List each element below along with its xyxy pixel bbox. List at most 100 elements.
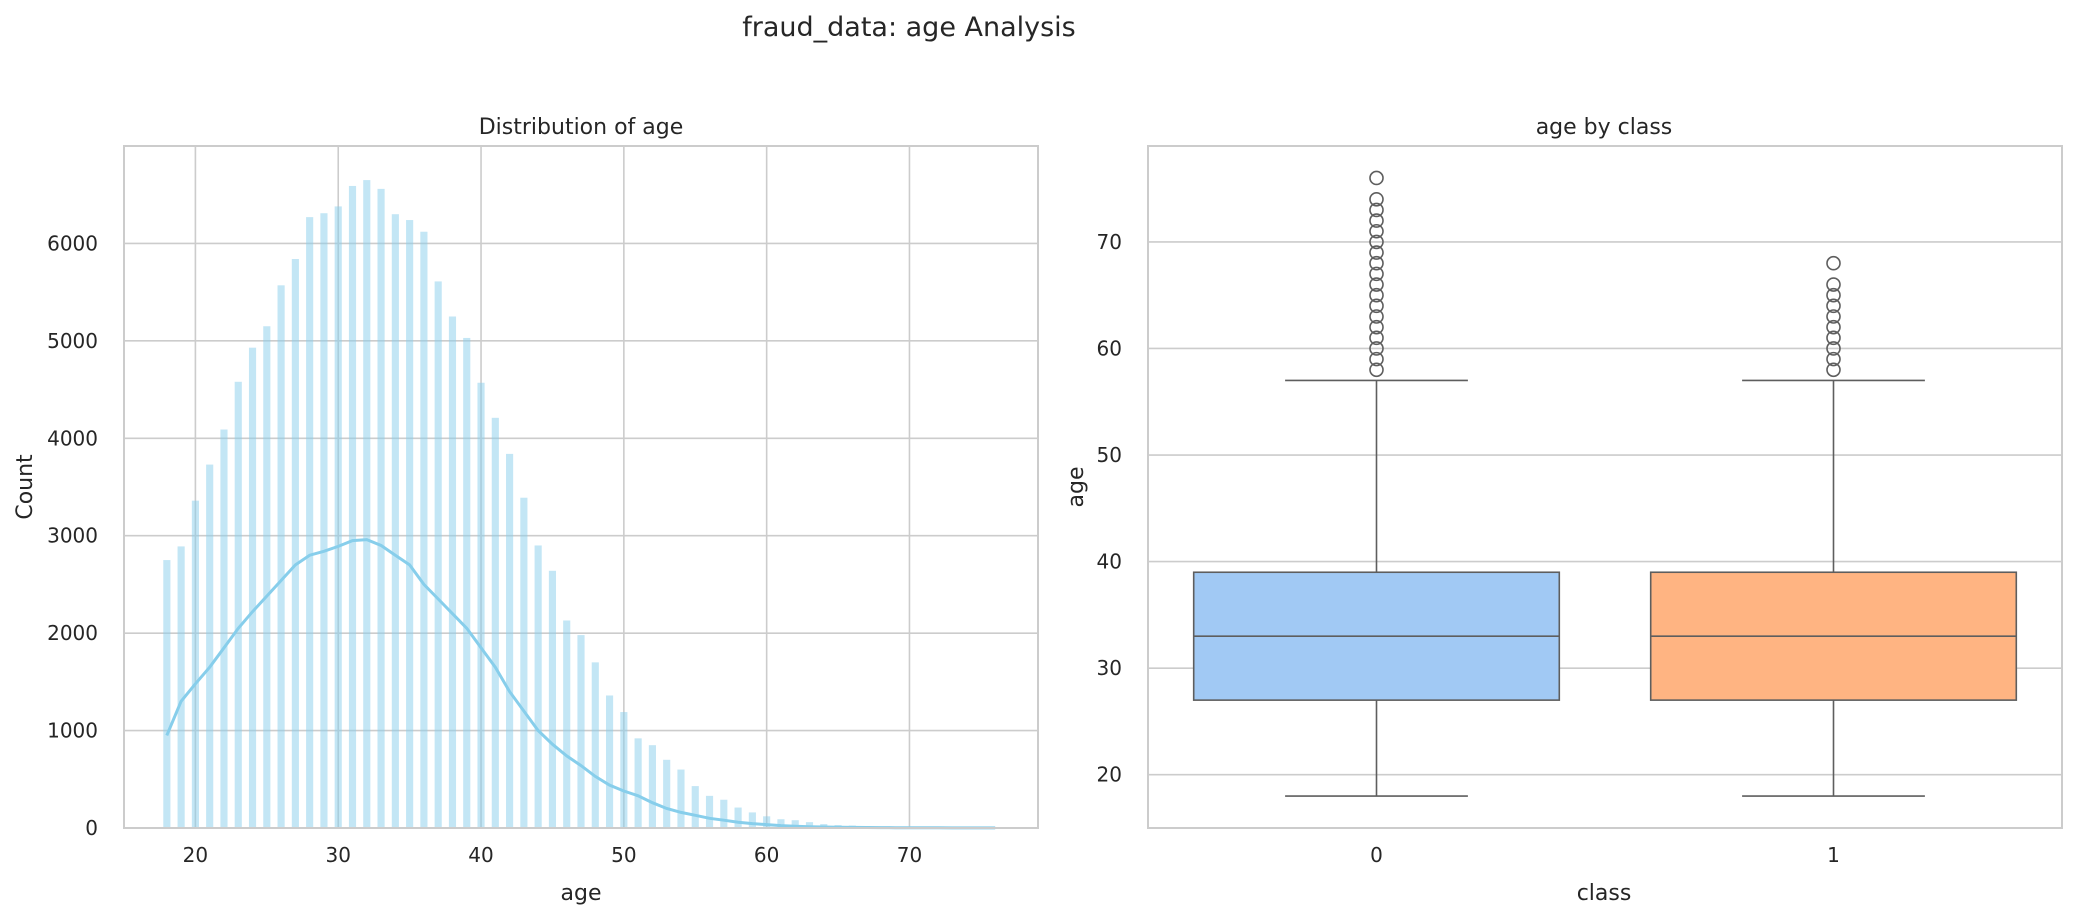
y-tick-label: 6000 xyxy=(47,231,98,255)
y-tick-label: 60 xyxy=(1097,336,1122,360)
histogram-bar xyxy=(377,188,385,828)
outlier-point xyxy=(1369,191,1384,207)
histogram-bar xyxy=(634,738,642,828)
histogram-bar xyxy=(477,382,485,828)
boxplot-title: age by class xyxy=(1536,115,1673,140)
y-tick-label: 50 xyxy=(1097,443,1122,467)
boxplot-boxes xyxy=(1192,170,2018,797)
boxplot-y-axis-label: age xyxy=(1064,467,1089,508)
histogram-bar xyxy=(463,337,471,828)
histogram-bar xyxy=(163,560,171,828)
y-tick-label: 4000 xyxy=(47,426,98,450)
histogram-bar xyxy=(220,429,228,828)
histogram-bar xyxy=(448,316,457,828)
x-tick-label: 1 xyxy=(1827,843,1840,867)
histogram-bar xyxy=(791,820,799,828)
histogram-bar xyxy=(420,231,428,829)
y-tick-label: 40 xyxy=(1097,550,1122,574)
outlier-point xyxy=(1369,330,1384,346)
outlier-point xyxy=(1826,319,1841,335)
outlier-point xyxy=(1369,351,1384,367)
histogram-bar xyxy=(520,497,528,828)
outlier-point xyxy=(1826,309,1841,324)
outlier-point xyxy=(1369,277,1384,292)
histogram-title: Distribution of age xyxy=(479,115,684,140)
outlier-point xyxy=(1826,351,1841,367)
outlier-point xyxy=(1826,255,1841,271)
x-tick-label: 50 xyxy=(611,843,636,867)
boxplot-x-axis-label: class xyxy=(1577,881,1632,906)
histogram-bar xyxy=(534,545,542,828)
x-tick-label: 60 xyxy=(754,843,779,867)
histogram-bar xyxy=(548,570,557,828)
y-tick-label: 0 xyxy=(85,816,98,840)
histogram-bar xyxy=(506,453,514,828)
y-tick-label: 30 xyxy=(1097,656,1122,680)
histogram-gridlines xyxy=(124,146,1038,829)
histogram-bar xyxy=(577,635,585,828)
boxplot-gridlines xyxy=(1148,241,2062,776)
x-tick-label: 20 xyxy=(183,843,208,867)
histogram-bar xyxy=(191,500,199,828)
histogram-bar xyxy=(734,807,742,828)
histogram-bar xyxy=(391,214,399,828)
outlier-point xyxy=(1369,266,1384,282)
figure-title: fraud_data: age Analysis xyxy=(742,12,1076,43)
histogram-bar xyxy=(320,213,328,828)
outlier-point xyxy=(1369,170,1384,186)
y-tick-label: 2000 xyxy=(47,621,98,645)
histogram-y-axis-label: Count xyxy=(13,454,38,520)
histogram-bar xyxy=(334,206,342,829)
outlier-point xyxy=(1826,287,1841,303)
histogram-bar xyxy=(363,180,371,829)
y-tick-label: 20 xyxy=(1097,763,1122,787)
boxplot-y-ticks: 20 30 40 50 60 70 xyxy=(1097,230,1122,787)
histogram-bar xyxy=(777,819,785,828)
histogram-bar xyxy=(605,695,614,828)
y-tick-label: 3000 xyxy=(47,524,98,548)
outlier-point xyxy=(1369,319,1384,335)
x-tick-label: 30 xyxy=(325,843,350,867)
outlier-point xyxy=(1369,255,1384,271)
histogram-bar xyxy=(763,816,771,828)
histogram-bar xyxy=(406,220,414,828)
y-tick-label: 1000 xyxy=(47,719,98,743)
histogram-bar xyxy=(748,812,756,828)
histogram-bar xyxy=(591,662,599,828)
histogram-bar xyxy=(177,546,185,828)
histogram-bar xyxy=(805,822,814,828)
histogram-bar xyxy=(263,326,271,828)
histogram-bar xyxy=(248,347,257,828)
outlier-point xyxy=(1369,309,1384,324)
histogram-frame xyxy=(123,145,1039,829)
histogram-bar xyxy=(434,281,442,828)
outlier-point xyxy=(1369,287,1384,303)
x-tick-label: 70 xyxy=(897,843,922,867)
outlier-point xyxy=(1369,298,1384,314)
outlier-point xyxy=(1369,245,1384,260)
histogram-bar xyxy=(563,620,571,828)
boxplot-frame xyxy=(1147,145,2063,829)
outlier-point xyxy=(1369,234,1384,250)
histogram-bar xyxy=(691,786,699,828)
outlier-point xyxy=(1369,223,1384,239)
histogram-bar xyxy=(306,217,314,828)
histogram-panel: Distribution of age 20 30 40 50 60 70 0 1000 20… xyxy=(13,115,1039,906)
histogram-bar xyxy=(620,712,628,828)
histogram-bar xyxy=(648,745,656,828)
y-tick-label: 70 xyxy=(1097,230,1122,254)
outlier-point xyxy=(1826,298,1841,314)
histogram-bar xyxy=(491,417,499,828)
outlier-point xyxy=(1369,362,1384,378)
histogram-bar xyxy=(348,185,357,829)
x-tick-label: 40 xyxy=(468,843,493,867)
outlier-point xyxy=(1826,277,1841,292)
outlier-point xyxy=(1826,362,1841,378)
histogram-bar xyxy=(277,285,285,828)
histogram-x-axis-label: age xyxy=(561,881,602,906)
outlier-point xyxy=(1369,202,1384,218)
outlier-point xyxy=(1826,330,1841,346)
